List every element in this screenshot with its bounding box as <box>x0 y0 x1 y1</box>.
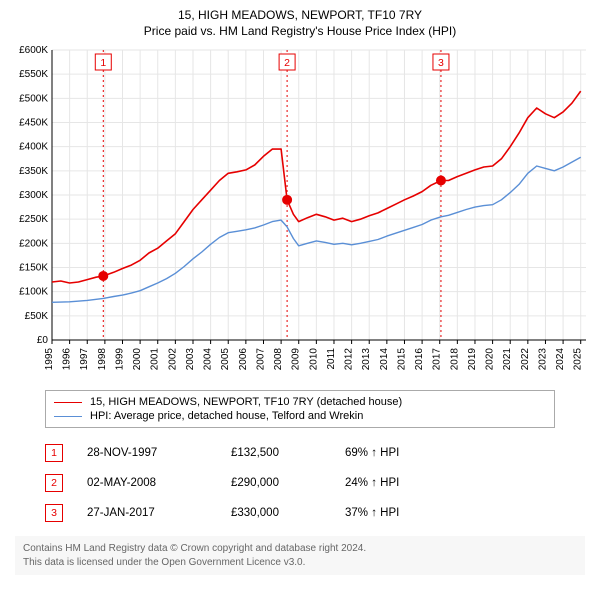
ytick-label: £250K <box>19 214 48 225</box>
xtick-label: 1998 <box>97 348 108 371</box>
sale-row-badge: 1 <box>45 444 63 462</box>
footer-attribution: Contains HM Land Registry data © Crown c… <box>15 536 585 575</box>
sale-row: 2 02-MAY-2008 £290,000 24% ↑ HPI <box>45 468 555 498</box>
xtick-label: 2009 <box>291 348 302 371</box>
ytick-label: £450K <box>19 118 48 129</box>
xtick-label: 2002 <box>167 348 178 371</box>
sale-point <box>98 271 108 281</box>
xtick-label: 2022 <box>520 348 531 371</box>
xtick-label: 2000 <box>132 348 143 371</box>
xtick-label: 2008 <box>273 348 284 371</box>
ytick-label: £200K <box>19 238 48 249</box>
sale-marker-number: 1 <box>100 57 106 69</box>
xtick-label: 2024 <box>555 348 566 371</box>
xtick-label: 1997 <box>79 348 90 371</box>
sale-date: 02-MAY-2008 <box>87 477 207 489</box>
ytick-label: £600K <box>19 45 48 56</box>
xtick-label: 2018 <box>449 348 460 371</box>
legend-swatch <box>54 416 82 417</box>
xtick-label: 2025 <box>573 348 584 371</box>
ytick-label: £550K <box>19 69 48 80</box>
xtick-label: 2005 <box>220 348 231 371</box>
sale-pct: 69% ↑ HPI <box>345 447 555 459</box>
sale-row: 1 28-NOV-1997 £132,500 69% ↑ HPI <box>45 438 555 468</box>
xtick-label: 2006 <box>238 348 249 371</box>
sale-row-badge: 2 <box>45 474 63 492</box>
legend-row: 15, HIGH MEADOWS, NEWPORT, TF10 7RY (det… <box>54 395 546 409</box>
xtick-label: 2023 <box>537 348 548 371</box>
sale-row: 3 27-JAN-2017 £330,000 37% ↑ HPI <box>45 498 555 528</box>
ytick-label: £350K <box>19 166 48 177</box>
xtick-label: 2001 <box>150 348 161 371</box>
xtick-label: 2015 <box>396 348 407 371</box>
xtick-label: 2003 <box>185 348 196 371</box>
ytick-label: £150K <box>19 263 48 274</box>
xtick-label: 2020 <box>485 348 496 371</box>
ytick-label: £100K <box>19 287 48 298</box>
footer-line-2: This data is licensed under the Open Gov… <box>23 556 577 570</box>
sale-pct: 24% ↑ HPI <box>345 477 555 489</box>
legend: 15, HIGH MEADOWS, NEWPORT, TF10 7RY (det… <box>45 390 555 428</box>
legend-swatch <box>54 402 82 403</box>
sale-price: £290,000 <box>231 477 321 489</box>
xtick-label: 2014 <box>379 348 390 371</box>
sale-price: £330,000 <box>231 507 321 519</box>
xtick-label: 2016 <box>414 348 425 371</box>
sale-point <box>282 195 292 205</box>
sale-date: 27-JAN-2017 <box>87 507 207 519</box>
sale-price: £132,500 <box>231 447 321 459</box>
chart-svg: £0 £50K £100K £150K £200K £250K £300K £350K £400… <box>10 44 590 384</box>
chart-subtitle: Price paid vs. HM Land Registry's House … <box>10 24 590 38</box>
ytick-label: £300K <box>19 190 48 201</box>
sales-table: 1 28-NOV-1997 £132,500 69% ↑ HPI 2 02-MAY-200… <box>45 438 555 528</box>
xtick-label: 1996 <box>62 348 73 371</box>
xtick-label: 2012 <box>344 348 355 371</box>
sale-marker-number: 3 <box>438 57 444 69</box>
legend-row: HPI: Average price, detached house, Telf… <box>54 409 546 423</box>
xtick-label: 1999 <box>114 348 125 371</box>
xtick-label: 2004 <box>203 348 214 371</box>
legend-label: 15, HIGH MEADOWS, NEWPORT, TF10 7RY (det… <box>90 396 402 408</box>
sale-row-badge: 3 <box>45 504 63 522</box>
xtick-label: 2019 <box>467 348 478 371</box>
legend-label: HPI: Average price, detached house, Telf… <box>90 410 363 422</box>
xtick-label: 2017 <box>432 348 443 371</box>
xtick-label: 2007 <box>255 348 266 371</box>
xtick-label: 2013 <box>361 348 372 371</box>
chart-area: £0 £50K £100K £150K £200K £250K £300K £350K £400… <box>10 44 590 384</box>
sale-point <box>436 176 446 186</box>
chart-title: 15, HIGH MEADOWS, NEWPORT, TF10 7RY <box>10 8 590 22</box>
xtick-label: 1995 <box>44 348 55 371</box>
sale-pct: 37% ↑ HPI <box>345 507 555 519</box>
ytick-label: £50K <box>25 311 49 322</box>
sale-date: 28-NOV-1997 <box>87 447 207 459</box>
xtick-label: 2021 <box>502 348 513 371</box>
ytick-label: £400K <box>19 142 48 153</box>
sale-marker-number: 2 <box>284 57 290 69</box>
xtick-label: 2010 <box>308 348 319 371</box>
footer-line-1: Contains HM Land Registry data © Crown c… <box>23 542 577 556</box>
xtick-label: 2011 <box>326 348 337 370</box>
ytick-label: £500K <box>19 93 48 104</box>
ytick-label: £0 <box>37 335 49 346</box>
